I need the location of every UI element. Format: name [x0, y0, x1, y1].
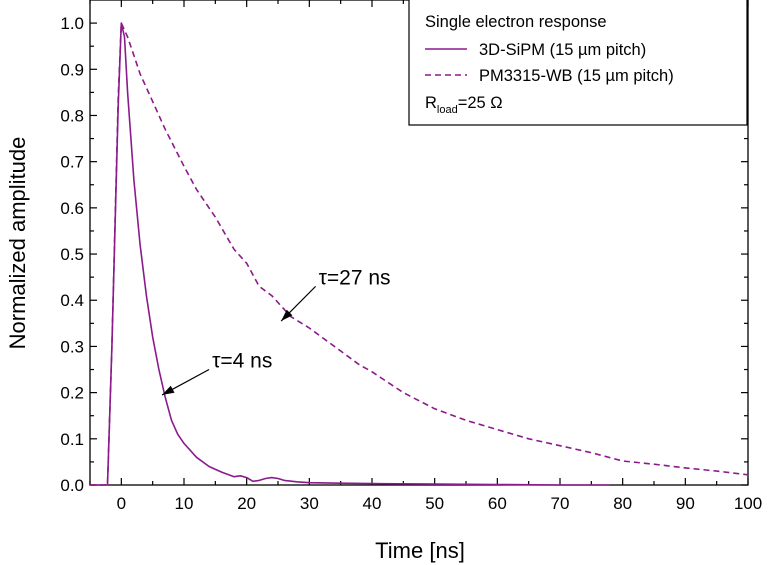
x-tick-label: 0	[117, 494, 126, 513]
y-tick-label: 1.0	[60, 14, 84, 33]
x-tick-label: 70	[551, 494, 570, 513]
legend-note-subscript: load	[437, 104, 458, 116]
annotation-tau4: τ=4 ns	[212, 350, 272, 373]
x-tick-label: 30	[300, 494, 319, 513]
plot-frame	[89, 0, 749, 486]
x-tick-label: 10	[175, 494, 194, 513]
annotation-arrowhead-tau4	[162, 385, 175, 395]
series-line-3d-sipm	[90, 22, 611, 486]
series-line-pm3315	[90, 22, 749, 486]
y-tick-label: 0.2	[60, 384, 84, 403]
y-tick-label: 0.9	[60, 60, 84, 79]
legend-note-rload: Rload=25 Ω	[425, 94, 503, 116]
x-tick-label: 60	[488, 494, 507, 513]
x-axis-ticks: 0 10 20 30 40 50 60 70 80 90 100	[89, 0, 762, 513]
legend: Single electron response 3D-SiPM (15 µm …	[408, 0, 748, 126]
y-tick-label: 0.7	[60, 153, 84, 172]
x-tick-label: 80	[613, 494, 632, 513]
legend-box	[408, 0, 748, 126]
x-tick-label: 50	[425, 494, 444, 513]
y-tick-label: 0.6	[60, 199, 84, 218]
y-tick-label: 0.4	[60, 291, 84, 310]
y-tick-label: 0.1	[60, 430, 84, 449]
series-layer	[90, 22, 749, 486]
y-tick-label: 0.0	[60, 476, 84, 495]
annotations: τ=4 ns τ=27 ns	[161, 266, 391, 396]
y-axis-title: Normalized amplitude	[5, 137, 30, 350]
x-tick-label: 20	[237, 494, 256, 513]
annotation-arrowhead-tau27	[281, 309, 293, 322]
y-axis-ticks: 0.0 0.1 0.2 0.3 0.4 0.5 0.6 0.7 0.8 0.9 1.0	[60, 14, 748, 495]
x-axis-title: Time [ns]	[375, 538, 465, 563]
y-tick-label: 0.8	[60, 106, 84, 125]
legend-note-r: R	[425, 94, 437, 112]
x-tick-label: 100	[734, 494, 762, 513]
legend-note-value: =25 Ω	[458, 94, 503, 112]
y-tick-label: 0.5	[60, 245, 84, 264]
x-tick-label: 90	[676, 494, 695, 513]
annotation-tau27: τ=27 ns	[319, 266, 391, 289]
legend-entry-3d-sipm: 3D-SiPM (15 µm pitch)	[479, 41, 646, 59]
x-tick-label: 40	[363, 494, 382, 513]
legend-entry-pm3315: PM3315-WB (15 µm pitch)	[479, 67, 674, 85]
legend-title: Single electron response	[425, 13, 607, 31]
y-tick-label: 0.3	[60, 337, 84, 356]
